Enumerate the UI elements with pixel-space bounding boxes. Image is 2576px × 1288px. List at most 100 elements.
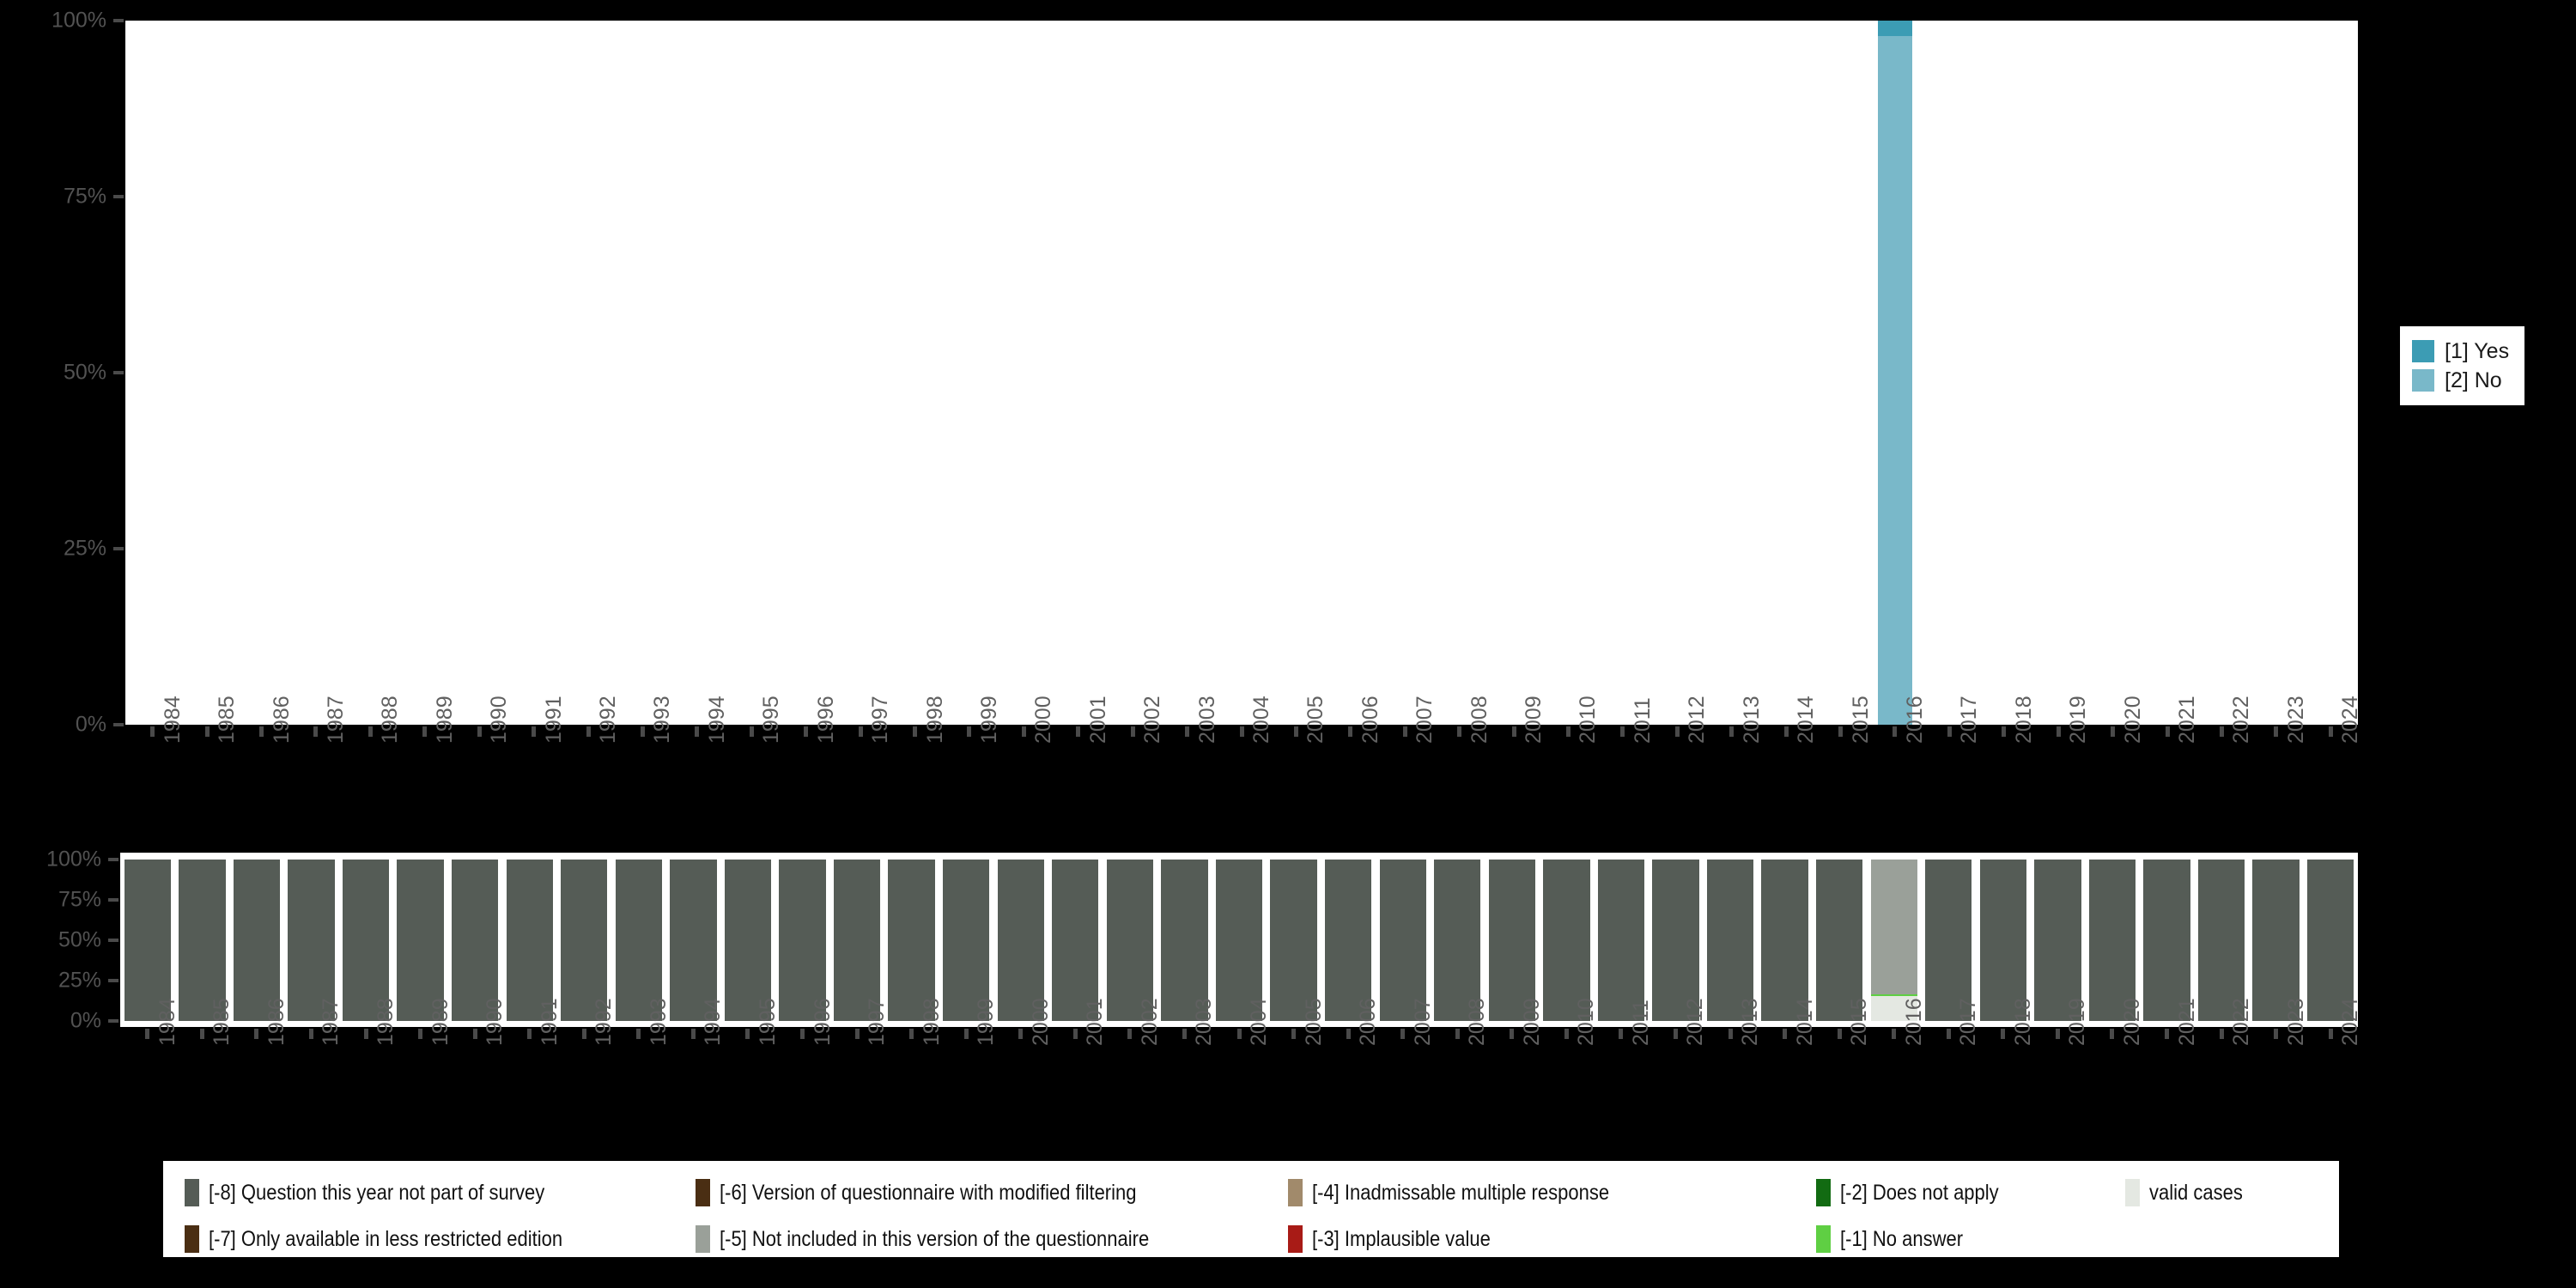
missing-bar-column[interactable]	[1761, 860, 1808, 1021]
missing-bar-segment[interactable]	[2034, 860, 2081, 1021]
missing-bar-column[interactable]	[2307, 860, 2354, 1021]
bar-segment[interactable]	[1878, 21, 1912, 37]
missing-bar-column[interactable]	[1597, 860, 1645, 1021]
missing-bar-column[interactable]	[2252, 860, 2300, 1021]
missing-bar-segment[interactable]	[1815, 860, 1863, 1021]
missing-bar-segment[interactable]	[1979, 860, 2027, 1021]
missing-bar-segment[interactable]	[888, 860, 935, 1021]
missing-bar-column[interactable]	[1324, 860, 1372, 1021]
missing-bar-segment[interactable]	[1925, 860, 1972, 1021]
missing-bar-column[interactable]	[1870, 860, 1917, 1021]
missing-bar-column[interactable]	[943, 860, 990, 1021]
missing-bar-column[interactable]	[2143, 860, 2190, 1021]
missing-bar-segment[interactable]	[1761, 860, 1808, 1021]
missing-bar-column[interactable]	[233, 860, 281, 1021]
missing-bar-segment[interactable]	[561, 860, 608, 1021]
missing-bar-column[interactable]	[397, 860, 444, 1021]
missing-bar-column[interactable]	[1706, 860, 1754, 1021]
missing-legend-item[interactable]: [-6] Version of questionnaire with modif…	[696, 1178, 1194, 1207]
bar-column[interactable]	[1878, 21, 1912, 725]
missing-bar-segment[interactable]	[397, 860, 444, 1021]
missing-bar-column[interactable]	[997, 860, 1044, 1021]
missing-bar-column[interactable]	[1379, 860, 1426, 1021]
missing-bar-column[interactable]	[724, 860, 772, 1021]
missing-bar-column[interactable]	[779, 860, 826, 1021]
missing-bar-segment[interactable]	[2088, 860, 2136, 1021]
missing-bar-column[interactable]	[1543, 860, 1590, 1021]
missing-legend-item[interactable]: [-2] Does not apply	[1816, 1178, 2020, 1207]
missing-bar-segment[interactable]	[179, 860, 226, 1021]
missing-bar-segment[interactable]	[506, 860, 553, 1021]
missing-bar-segment[interactable]	[724, 860, 772, 1021]
legend-item[interactable]: [2] No	[2412, 368, 2509, 393]
missing-bar-column[interactable]	[1215, 860, 1263, 1021]
missing-bar-column[interactable]	[615, 860, 662, 1021]
missing-bar-segment[interactable]	[1215, 860, 1263, 1021]
missing-x-tick-mark	[145, 1029, 150, 1039]
missing-bar-column[interactable]	[1652, 860, 1699, 1021]
missing-bar-column[interactable]	[2034, 860, 2081, 1021]
missing-bar-column[interactable]	[2088, 860, 2136, 1021]
missing-bar-segment[interactable]	[1597, 860, 1645, 1021]
missing-bar-column[interactable]	[1052, 860, 1099, 1021]
missing-bar-segment[interactable]	[2197, 860, 2245, 1021]
missing-legend-item[interactable]: [-7] Only available in less restricted e…	[185, 1224, 611, 1254]
missing-bar-column[interactable]	[1979, 860, 2027, 1021]
missing-bar-segment[interactable]	[943, 860, 990, 1021]
missing-legend-item[interactable]: [-3] Implausible value	[1288, 1224, 1515, 1254]
x-tick-label: 2011	[1630, 697, 1655, 744]
missing-bar-segment[interactable]	[1434, 860, 1481, 1021]
missing-bar-segment[interactable]	[997, 860, 1044, 1021]
missing-legend-item[interactable]: [-1] No answer	[1816, 1224, 1980, 1254]
missing-legend-item[interactable]: valid cases	[2125, 1178, 2256, 1207]
missing-bar-segment[interactable]	[124, 860, 171, 1021]
missing-bar-column[interactable]	[1925, 860, 1972, 1021]
missing-bar-segment[interactable]	[233, 860, 281, 1021]
legend-item[interactable]: [1] Yes	[2412, 338, 2509, 364]
missing-bar-segment[interactable]	[1870, 860, 1917, 994]
missing-bar-segment[interactable]	[1652, 860, 1699, 1021]
missing-bar-segment[interactable]	[1543, 860, 1590, 1021]
missing-bar-column[interactable]	[451, 860, 499, 1021]
missing-bar-segment[interactable]	[1706, 860, 1754, 1021]
missing-bar-column[interactable]	[561, 860, 608, 1021]
missing-bar-segment[interactable]	[288, 860, 335, 1021]
missing-bar-segment[interactable]	[1106, 860, 1154, 1021]
missing-bar-column[interactable]	[179, 860, 226, 1021]
missing-bar-segment[interactable]	[451, 860, 499, 1021]
missing-bar-segment[interactable]	[1379, 860, 1426, 1021]
missing-bar-segment[interactable]	[833, 860, 881, 1021]
missing-bar-column[interactable]	[342, 860, 390, 1021]
missing-bar-segment[interactable]	[1161, 860, 1208, 1021]
missing-bar-segment[interactable]	[2143, 860, 2190, 1021]
missing-bar-column[interactable]	[506, 860, 553, 1021]
bar-segment[interactable]	[1878, 36, 1912, 725]
missing-bar-segment[interactable]	[2252, 860, 2300, 1021]
missing-bar-segment[interactable]	[2307, 860, 2354, 1021]
missing-bar-column[interactable]	[1161, 860, 1208, 1021]
missing-bar-column[interactable]	[288, 860, 335, 1021]
missing-bar-segment[interactable]	[1488, 860, 1535, 1021]
missing-bar-column[interactable]	[1815, 860, 1863, 1021]
missing-legend-item[interactable]: [-4] Inadmissable multiple response	[1288, 1178, 1649, 1207]
missing-bar-segment[interactable]	[1270, 860, 1317, 1021]
missing-bar-segment[interactable]	[615, 860, 662, 1021]
missing-bar-column[interactable]	[1270, 860, 1317, 1021]
missing-bar-segment[interactable]	[1870, 993, 1917, 997]
missing-bar-segment[interactable]	[342, 860, 390, 1021]
missing-bar-column[interactable]	[1434, 860, 1481, 1021]
missing-bar-segment[interactable]	[1870, 996, 1917, 1021]
missing-bar-segment[interactable]	[670, 860, 717, 1021]
missing-bar-column[interactable]	[1106, 860, 1154, 1021]
missing-legend-item[interactable]: [-8] Question this year not part of surv…	[185, 1178, 591, 1207]
missing-bar-column[interactable]	[670, 860, 717, 1021]
missing-legend-item[interactable]: [-5] Not included in this version of the…	[696, 1224, 1207, 1254]
missing-bar-segment[interactable]	[779, 860, 826, 1021]
missing-bar-column[interactable]	[124, 860, 171, 1021]
missing-bar-segment[interactable]	[1052, 860, 1099, 1021]
missing-bar-segment[interactable]	[1324, 860, 1372, 1021]
missing-bar-column[interactable]	[1488, 860, 1535, 1021]
missing-bar-column[interactable]	[2197, 860, 2245, 1021]
missing-bar-column[interactable]	[833, 860, 881, 1021]
missing-bar-column[interactable]	[888, 860, 935, 1021]
